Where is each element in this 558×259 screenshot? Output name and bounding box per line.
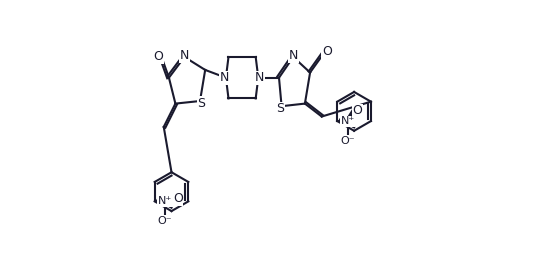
- Text: N: N: [255, 71, 264, 84]
- Text: N⁺: N⁺: [158, 196, 172, 206]
- Text: O⁻: O⁻: [340, 135, 355, 146]
- Text: O: O: [153, 51, 163, 63]
- Text: O⁻: O⁻: [158, 216, 172, 226]
- Text: O: O: [352, 104, 362, 117]
- Text: S: S: [276, 102, 284, 115]
- Text: N: N: [220, 71, 229, 84]
- Text: S: S: [198, 97, 205, 110]
- Text: O: O: [322, 45, 332, 58]
- Text: O: O: [173, 192, 182, 205]
- Text: N: N: [180, 49, 189, 62]
- Text: N⁺: N⁺: [340, 116, 355, 126]
- Text: N: N: [288, 49, 298, 62]
